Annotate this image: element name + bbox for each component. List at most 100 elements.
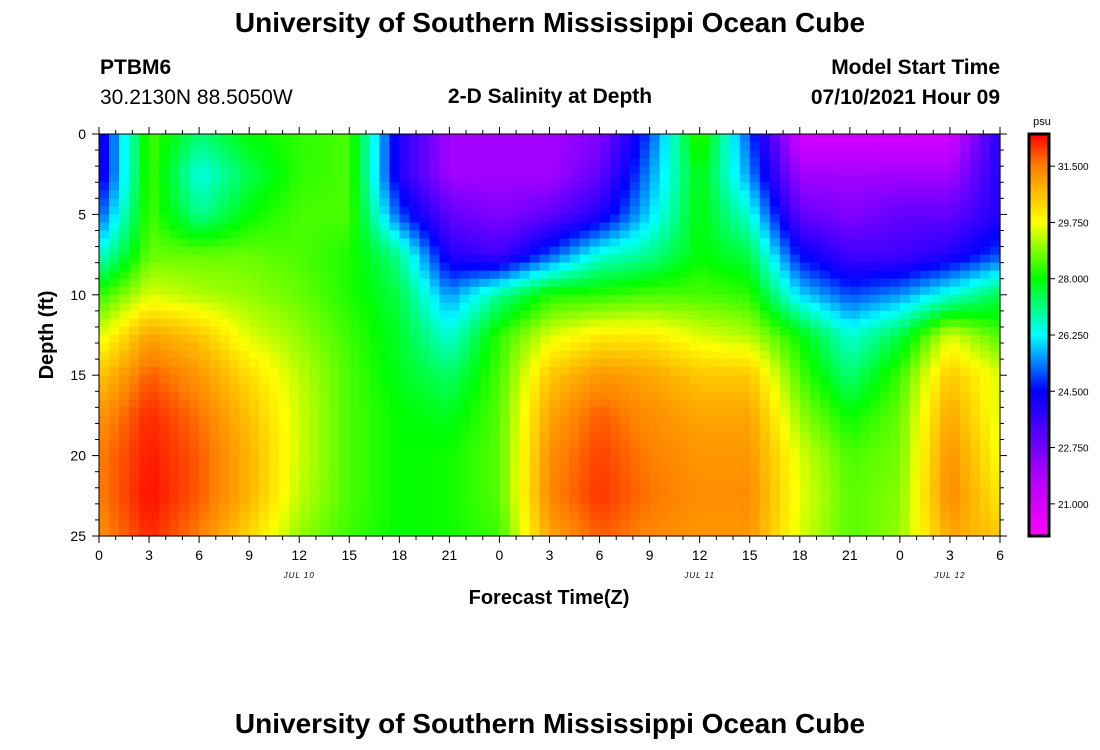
y-tick-label: 0 <box>78 126 86 142</box>
heatmap-cell <box>749 166 761 175</box>
heatmap-cell <box>259 527 270 537</box>
heatmap-cell <box>729 262 741 272</box>
heatmap-cell <box>649 206 661 215</box>
heatmap-cell <box>679 190 691 199</box>
heatmap-cell <box>729 150 741 159</box>
heatmap-cell <box>319 383 330 392</box>
heatmap-cell <box>549 230 561 240</box>
heatmap-cell <box>779 407 791 416</box>
heatmap-cell <box>439 326 450 336</box>
heatmap-cell <box>549 198 561 207</box>
heatmap-cell <box>229 182 240 191</box>
heatmap-cell <box>839 335 851 344</box>
heatmap-cell <box>519 463 531 473</box>
heatmap-cell <box>199 463 210 473</box>
heatmap-cell <box>269 238 280 248</box>
heatmap-cell <box>559 286 571 296</box>
heatmap-cell <box>799 142 811 151</box>
heatmap-cell <box>309 326 320 336</box>
heatmap-cell <box>599 310 611 320</box>
x-tick-label: 21 <box>442 547 458 563</box>
heatmap-cell <box>769 471 781 481</box>
heatmap-cell <box>649 254 661 264</box>
heatmap-cell <box>759 519 771 529</box>
heatmap-cell <box>399 270 410 280</box>
heatmap-cell <box>959 230 971 240</box>
heatmap-cell <box>559 246 571 256</box>
heatmap-cell <box>429 415 440 425</box>
heatmap-cell <box>839 326 851 336</box>
heatmap-cell <box>199 254 210 264</box>
heatmap-cell <box>529 270 541 280</box>
heatmap-cell <box>189 270 200 280</box>
heatmap-cell <box>249 222 260 232</box>
heatmap-cell <box>289 487 300 497</box>
heatmap-cell <box>629 431 641 441</box>
heatmap-cell <box>609 150 621 159</box>
heatmap-cell <box>109 487 120 497</box>
heatmap-cell <box>379 503 390 513</box>
heatmap-cell <box>649 471 661 481</box>
heatmap-cell <box>719 335 731 344</box>
heatmap-cell <box>919 359 931 368</box>
heatmap-cell <box>929 270 941 280</box>
heatmap-cell <box>539 487 551 497</box>
heatmap-cell <box>249 246 260 256</box>
heatmap-cell <box>369 527 380 537</box>
heatmap-cell <box>209 310 220 320</box>
heatmap-cell <box>459 270 471 280</box>
heatmap-cell <box>889 407 901 416</box>
heatmap-cell <box>119 254 130 264</box>
heatmap-cell <box>989 270 1001 280</box>
heatmap-cell <box>159 182 170 191</box>
heatmap-cell <box>709 134 721 143</box>
heatmap-cell <box>649 150 661 159</box>
heatmap-cell <box>919 190 931 199</box>
heatmap-cell <box>909 166 921 175</box>
heatmap-cell <box>619 294 631 304</box>
heatmap-cell <box>719 198 731 207</box>
heatmap-cell <box>459 254 471 264</box>
heatmap-cell <box>479 455 491 465</box>
heatmap-cell <box>459 399 471 408</box>
heatmap-cell <box>719 246 731 256</box>
heatmap-cell <box>409 294 420 304</box>
heatmap-cell <box>259 182 270 191</box>
heatmap-cell <box>639 254 651 264</box>
heatmap-cell <box>299 142 310 151</box>
heatmap-cell <box>259 214 270 224</box>
heatmap-cell <box>189 503 200 513</box>
heatmap-cell <box>579 230 591 240</box>
heatmap-cell <box>649 286 661 296</box>
heatmap-cell <box>679 310 691 320</box>
heatmap-cell <box>189 230 200 240</box>
heatmap-cell <box>669 343 681 352</box>
heatmap-cell <box>729 206 741 215</box>
heatmap-cell <box>179 463 190 473</box>
heatmap-cell <box>99 495 110 505</box>
heatmap-cell <box>909 230 921 240</box>
heatmap-cell <box>769 254 781 264</box>
heatmap-cell <box>709 174 721 183</box>
heatmap-cell <box>849 463 861 473</box>
heatmap-cell <box>419 198 430 207</box>
heatmap-cell <box>449 527 460 537</box>
heatmap-cell <box>559 238 571 248</box>
heatmap-cell <box>969 335 981 344</box>
heatmap-cell <box>329 519 340 529</box>
heatmap-cell <box>559 222 571 232</box>
heatmap-cell <box>799 335 811 344</box>
heatmap-cell <box>489 359 501 368</box>
heatmap-cell <box>929 511 941 521</box>
heatmap-cell <box>289 423 300 433</box>
colorbar-tick-label: 22.750 <box>1058 444 1089 455</box>
heatmap-cell <box>119 495 130 505</box>
heatmap-cell <box>239 318 250 328</box>
heatmap-cell <box>909 142 921 151</box>
heatmap-cell <box>499 286 511 296</box>
heatmap-cell <box>589 335 601 344</box>
heatmap-cell <box>799 214 811 224</box>
heatmap-cell <box>269 431 280 441</box>
heatmap-cell <box>369 190 380 199</box>
heatmap-cell <box>319 142 330 151</box>
